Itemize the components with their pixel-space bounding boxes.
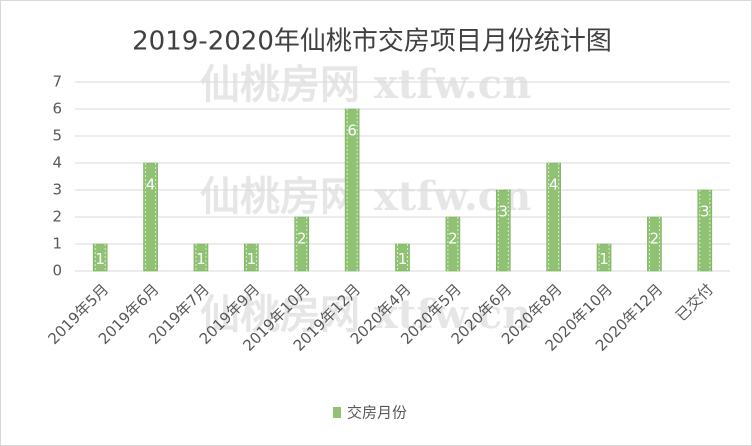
data-label: 3 <box>700 203 710 221</box>
data-label: 2 <box>297 230 307 248</box>
y-tick-label: 2 <box>52 208 62 226</box>
watermarks: 仙桃房网 xtfw.cn 仙桃房网 xtfw.cn 仙桃房网 xtfw.cn <box>200 61 531 338</box>
bar <box>445 216 461 272</box>
y-tick-label: 3 <box>52 181 62 199</box>
y-tick-label: 7 <box>52 73 62 91</box>
data-label: 6 <box>347 122 357 140</box>
bar <box>395 243 410 272</box>
data-label: 2 <box>650 230 660 248</box>
chart-title: 2019-2020年仙桃市交房项目月份统计图 <box>132 27 612 57</box>
bar <box>294 216 310 272</box>
y-tick-label: 4 <box>52 154 62 172</box>
bar <box>697 189 713 272</box>
bar <box>344 108 360 272</box>
watermark: 仙桃房网 xtfw.cn <box>200 291 531 338</box>
watermark: 仙桃房网 xtfw.cn <box>200 61 531 108</box>
data-label: 1 <box>599 250 609 268</box>
bar <box>193 243 209 272</box>
data-label: 1 <box>95 250 105 268</box>
data-label: 1 <box>247 250 257 268</box>
watermark: 仙桃房网 xtfw.cn <box>200 173 531 220</box>
bar <box>647 216 662 272</box>
y-tick-label: 1 <box>52 235 62 253</box>
bar <box>143 162 158 272</box>
bar <box>495 189 511 272</box>
y-tick-label: 0 <box>52 262 62 280</box>
bar <box>92 243 108 272</box>
data-label: 1 <box>196 250 206 268</box>
data-label: 1 <box>398 250 408 268</box>
data-label: 4 <box>549 176 559 194</box>
bar <box>546 162 561 272</box>
data-label: 3 <box>498 203 508 221</box>
data-label: 4 <box>146 176 156 194</box>
legend-label: 交房月份 <box>347 404 407 422</box>
y-tick-label: 5 <box>52 127 62 145</box>
bar <box>244 243 259 272</box>
bar <box>596 243 612 272</box>
y-tick-label: 6 <box>52 100 62 118</box>
legend-swatch <box>333 407 341 418</box>
data-label: 2 <box>448 230 458 248</box>
